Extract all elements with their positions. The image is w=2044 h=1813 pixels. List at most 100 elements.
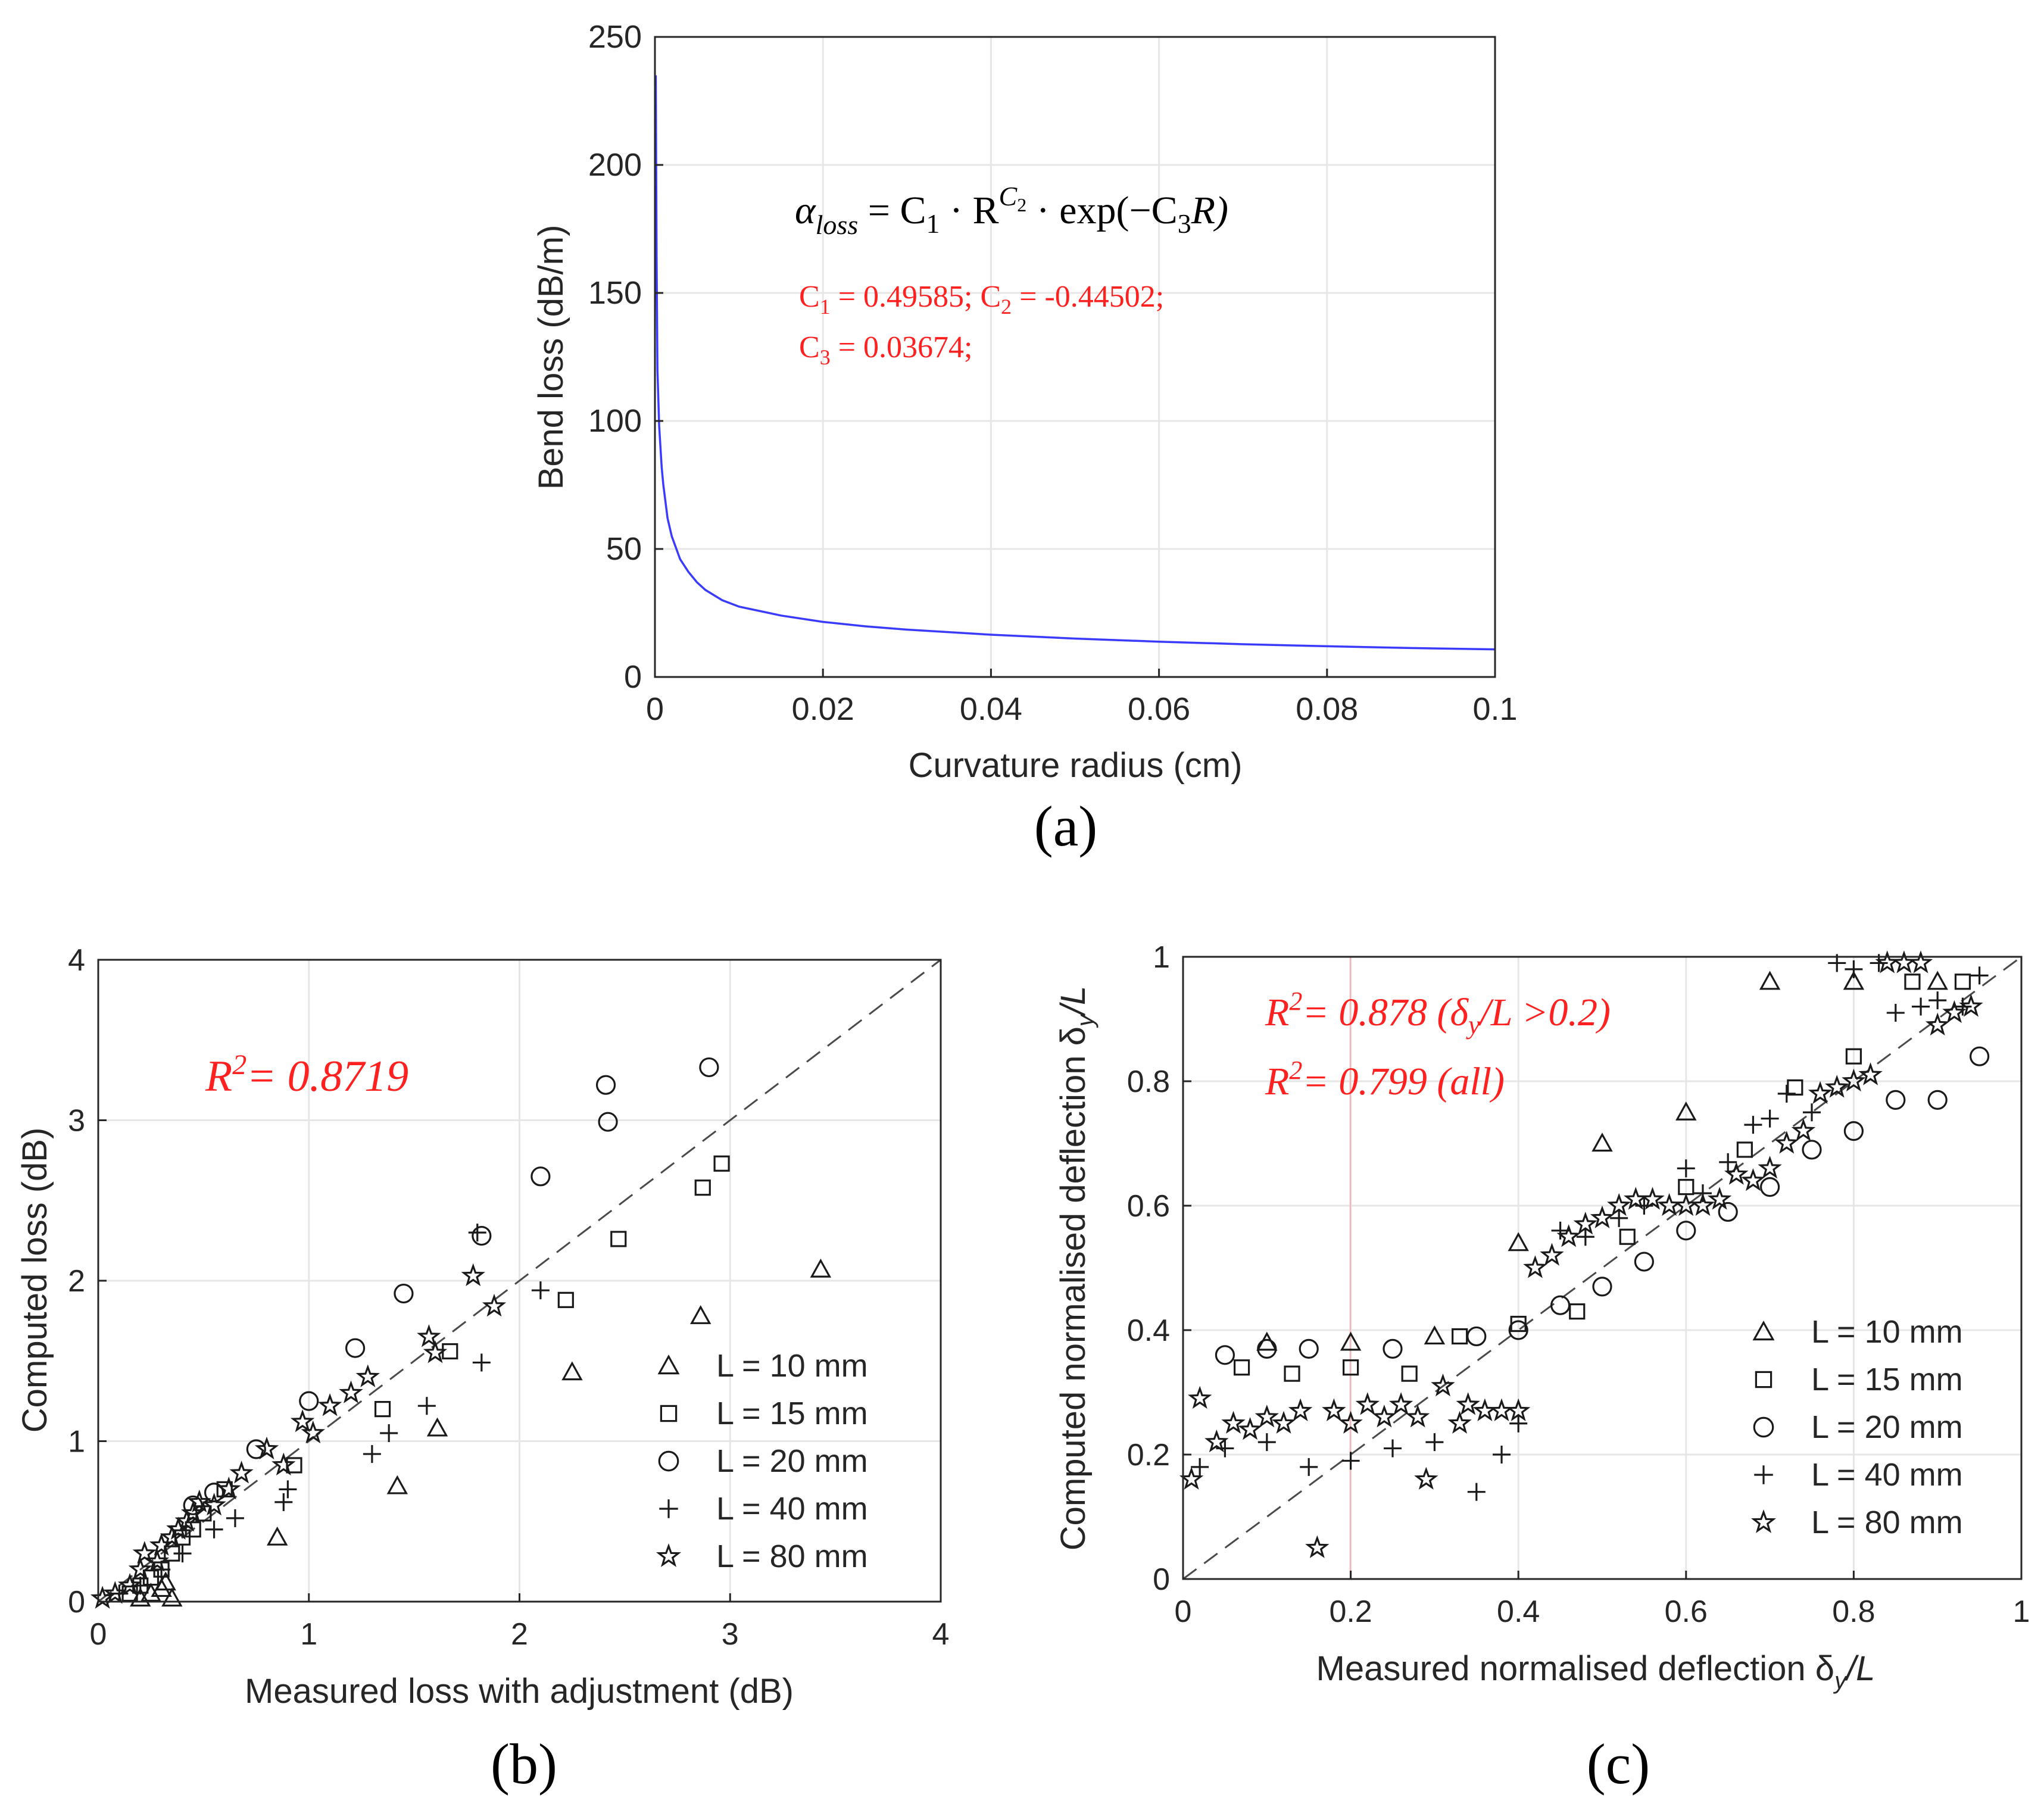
a-xtick-label: 0.02 — [792, 691, 854, 727]
b-point-triangle — [426, 1417, 448, 1437]
r2-c2-a: = 0.799 (all) — [1302, 1060, 1505, 1103]
c-point-circle — [1383, 1338, 1403, 1359]
b-legend-triangle-icon — [657, 1354, 680, 1375]
b-xtick-label: 4 — [932, 1617, 950, 1652]
c-point-triangle — [1591, 1132, 1613, 1152]
c-point-star — [1842, 1068, 1866, 1092]
c-point-star — [1707, 1187, 1732, 1210]
b-xtick-label: 2 — [511, 1617, 528, 1652]
b-point-triangle — [690, 1305, 712, 1324]
c-point-square — [1954, 973, 1971, 990]
panel-b-fit-line — [98, 959, 941, 1603]
c-point-plus — [1509, 1414, 1528, 1433]
b-point-circle — [699, 1057, 719, 1078]
c-point-star — [1540, 1243, 1564, 1266]
b-point-triangle — [161, 1587, 183, 1607]
b-legend-plus-icon — [659, 1499, 678, 1518]
b-legend-label: L = 15 mm — [716, 1396, 868, 1431]
a-xtick-label: 0.04 — [960, 691, 1022, 727]
b-point-triangle — [810, 1258, 832, 1278]
b-point-circle — [345, 1338, 366, 1358]
b-ytick-label: 4 — [68, 943, 85, 978]
c-point-star — [1288, 1398, 1313, 1422]
c-xlabel-end: /L — [1844, 1649, 1875, 1688]
c-ytick-label: 0 — [1153, 1562, 1170, 1597]
panel-b-caption: (b) — [491, 1732, 557, 1796]
c-series-triangle — [1256, 971, 1948, 1351]
b-legend-star-icon — [656, 1543, 682, 1567]
c-legend-triangle-icon — [1752, 1320, 1775, 1341]
b-ytick-label: 0 — [68, 1585, 85, 1619]
c-legend-label: L = 80 mm — [1811, 1505, 1963, 1540]
b-point-star — [301, 1420, 326, 1444]
c-point-star — [1590, 1205, 1615, 1228]
b-xtick-label: 1 — [300, 1617, 317, 1652]
b-point-star — [317, 1393, 342, 1416]
b-point-triangle — [155, 1571, 176, 1591]
c-point-star — [1238, 1416, 1262, 1440]
b-point-star — [145, 1549, 170, 1572]
c-xtick-label: 0.2 — [1329, 1594, 1372, 1629]
c-point-star — [1388, 1392, 1413, 1415]
panel-c-deflection-comparison: 0 0.2 0.4 0.6 0.8 1 0 0.2 0.4 0.6 0.8 1 Measured no… — [1054, 940, 2030, 1796]
c-point-circle — [1886, 1090, 1906, 1110]
b-point-plus — [226, 1509, 244, 1527]
c-point-star — [1724, 1162, 1749, 1185]
b-point-triangle — [386, 1475, 408, 1494]
panel-c-xlabel: Measured normalised deflection δy/L — [1316, 1649, 1876, 1694]
c-xtick-label: 1 — [2013, 1594, 2030, 1629]
c-point-star — [1456, 1392, 1480, 1415]
b-legend-square-icon — [660, 1405, 678, 1422]
b-legend-label: L = 10 mm — [716, 1348, 868, 1384]
panel-c-caption: (c) — [1587, 1732, 1650, 1796]
c-point-star — [1758, 1156, 1782, 1179]
c-point-square — [1284, 1365, 1300, 1382]
c-point-star — [1959, 994, 1983, 1017]
c-point-square — [1452, 1328, 1468, 1345]
b-point-star — [229, 1461, 254, 1484]
c-point-star — [1338, 1411, 1363, 1434]
panel-c-ticks: 0 0.2 0.4 0.6 0.8 1 0 0.2 0.4 0.6 0.8 1 — [1127, 940, 2030, 1629]
b-point-plus — [468, 1224, 486, 1242]
r2-c1-a: = 0.878 (δ — [1302, 991, 1469, 1034]
c-ytick-label: 0.6 — [1127, 1189, 1170, 1224]
c-xtick-label: 0 — [1175, 1594, 1192, 1629]
c-point-plus — [1300, 1458, 1318, 1476]
c-point-star — [1372, 1405, 1397, 1428]
c-point-star — [1221, 1411, 1246, 1434]
b-point-circle — [246, 1439, 266, 1459]
c-xtick-label: 0.6 — [1665, 1594, 1708, 1629]
c-point-circle — [1299, 1338, 1319, 1359]
panel-b-points — [90, 1057, 832, 1609]
c-point-star — [1824, 1075, 1849, 1098]
c-point-triangle — [1508, 1232, 1529, 1252]
b-point-star — [128, 1556, 152, 1580]
b-point-circle — [530, 1166, 551, 1187]
c-legend-label: L = 20 mm — [1811, 1409, 1963, 1445]
c-xlabel-sub: y — [1833, 1668, 1848, 1694]
b-series-circle — [183, 1057, 719, 1515]
b-point-triangle — [266, 1526, 288, 1546]
panel-b-xlabel: Measured loss with adjustment (dB) — [245, 1672, 794, 1711]
b-point-plus — [417, 1397, 436, 1415]
a-xtick-label: 0.08 — [1296, 691, 1358, 727]
formula-alpha: α — [795, 189, 816, 232]
c-point-square — [1787, 1079, 1803, 1096]
c-series-circle — [1215, 1046, 1990, 1365]
formula-dot1: · R — [940, 189, 999, 232]
c-point-plus — [1425, 1433, 1444, 1452]
c-point-triangle — [1759, 971, 1781, 990]
c-point-plus — [1912, 997, 1930, 1016]
b-legend-circle-icon — [658, 1450, 679, 1472]
coef-c1: C — [799, 280, 820, 314]
c-point-triangle — [1843, 971, 1865, 990]
c-legend-label: L = 15 mm — [1811, 1362, 1963, 1397]
b-point-circle — [299, 1391, 319, 1411]
b-series-triangle — [130, 1258, 832, 1607]
c-point-star — [1808, 1081, 1833, 1104]
c-ytick-label: 0.2 — [1127, 1438, 1170, 1472]
coef-c3: C — [799, 330, 820, 364]
b-point-circle — [595, 1075, 616, 1095]
c-point-plus — [1191, 1458, 1209, 1476]
c-point-star — [1657, 1193, 1681, 1216]
